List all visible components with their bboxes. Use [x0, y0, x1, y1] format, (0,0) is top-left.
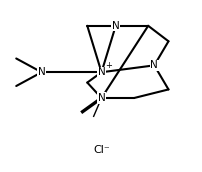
Text: N: N	[97, 67, 105, 77]
Text: N: N	[111, 21, 119, 31]
Text: N: N	[97, 93, 105, 103]
Text: Cl⁻: Cl⁻	[93, 145, 109, 155]
Text: N: N	[150, 60, 157, 70]
Text: N: N	[38, 67, 45, 77]
Text: +: +	[105, 61, 112, 69]
